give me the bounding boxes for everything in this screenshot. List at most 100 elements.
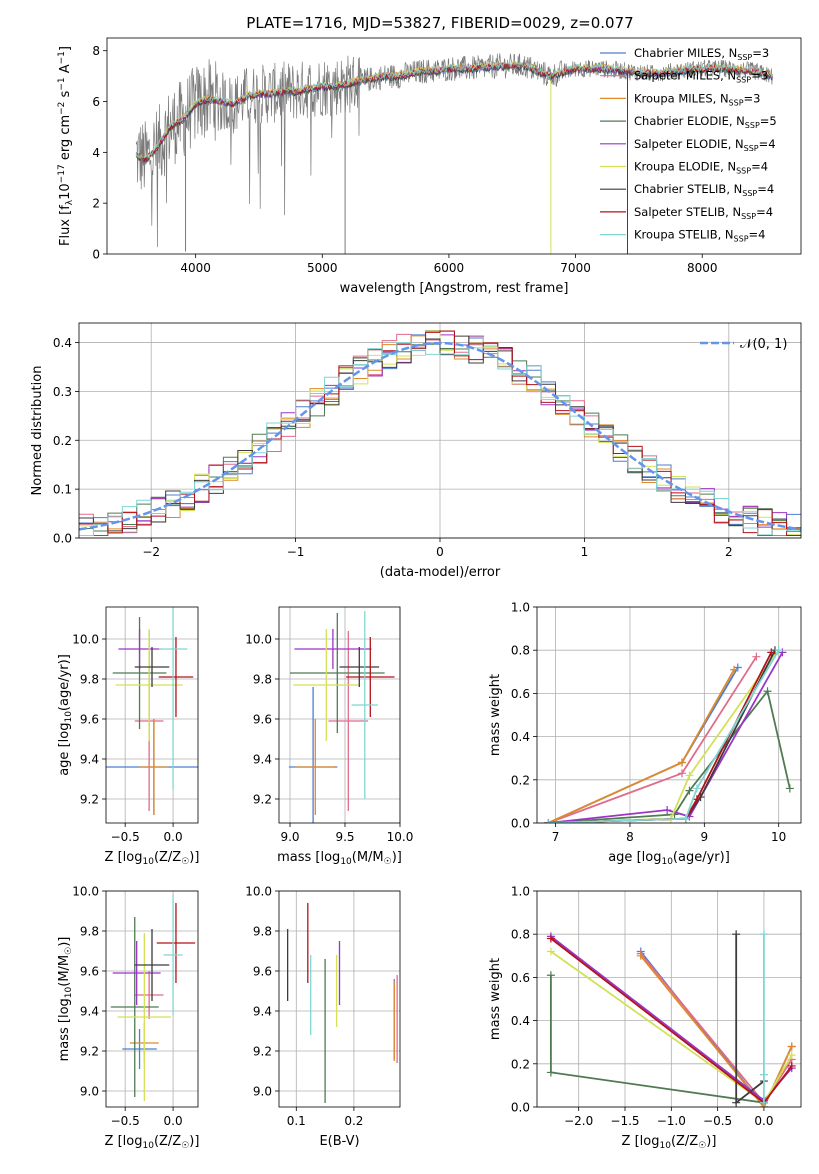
- weight-marker: [785, 784, 794, 793]
- x-axis-label: Z [log10(Z/Z☉)]: [105, 1134, 200, 1151]
- weight-marker: [730, 665, 739, 674]
- x-axis-label: Z [log10(Z/Z☉)]: [622, 1134, 717, 1151]
- y-axis-label: mass weight: [488, 958, 503, 1040]
- figure-title: PLATE=1716, MJD=53827, FIBERID=0029, z=0…: [246, 14, 633, 32]
- y-tick-label: 9.4: [80, 753, 99, 767]
- y-tick-label: 0.3: [53, 385, 72, 399]
- weight-marker: [546, 971, 555, 980]
- x-tick-label: 9.5: [335, 830, 354, 844]
- weight-line: [548, 651, 773, 823]
- weight-marker: [692, 795, 701, 804]
- y-tick-label: 9.2: [253, 793, 272, 807]
- y-tick-label: 0.2: [53, 434, 72, 448]
- x-tick-label: 1: [581, 545, 589, 559]
- panel-mass_vs_age: 9.0 9.5 10.0 9.2 9.4 9.6 9.8 10.0 mass [log10(M/…: [245, 606, 413, 867]
- weight-marker: [767, 648, 776, 657]
- panel-weight_vs_age: 7 8 9 10 0.0 0.2 0.4 0.6 0.8 1.0 age [log10(age/yr…: [488, 601, 802, 867]
- x-tick-label: 0.2: [344, 1114, 363, 1128]
- y-tick-label: 0: [92, 248, 100, 262]
- errorbar-point: [134, 971, 164, 1019]
- y-tick-label: 9.6: [253, 965, 272, 979]
- y-axis-label: Flux [fλ10−17 erg cm−2 s−1 A−1]: [57, 46, 75, 246]
- y-tick-label: 9.4: [80, 1005, 99, 1019]
- weight-marker: [546, 934, 555, 943]
- legend-entry: Chabrier ELODIE, NSSP=5: [634, 114, 777, 130]
- errorbar-point: [351, 611, 378, 799]
- y-tick-label: 9.8: [80, 925, 99, 939]
- errorbar-point: [134, 929, 170, 1001]
- weight-line: [548, 689, 791, 823]
- x-tick-label: 7000: [560, 261, 591, 275]
- y-tick-label: 10.0: [72, 633, 99, 647]
- weight-marker: [787, 1061, 796, 1070]
- weight-marker: [685, 786, 694, 795]
- y-tick-label: 9.6: [253, 713, 272, 727]
- x-tick-label: 0: [436, 545, 444, 559]
- y-tick-label: 9.4: [253, 1005, 272, 1019]
- errorbar-point: [156, 903, 196, 983]
- panel-spectrum: 4000 5000 6000 7000 8000 0 2 4 6 8 Chabrier MILES,…: [57, 37, 802, 296]
- y-tick-label: 0.6: [511, 687, 530, 701]
- y-tick-label: 0.6: [511, 971, 530, 985]
- axes-frame: [278, 890, 401, 1108]
- x-tick-label: 9.0: [280, 830, 299, 844]
- errorbar-point: [118, 629, 161, 669]
- weight-marker: [759, 930, 768, 939]
- weight-marker: [546, 1068, 555, 1077]
- y-tick-label: 9.6: [80, 965, 99, 979]
- x-tick-label: 0.1: [287, 1114, 306, 1128]
- panel-Z_vs_mass: −0.5 0.0 9.0 9.2 9.4 9.6 9.8 10.0 Z [log10(Z/Z☉)…: [57, 885, 199, 1152]
- y-tick-label: 9.8: [253, 673, 272, 687]
- x-tick-label: 4000: [180, 261, 211, 275]
- x-axis-label: Z [log10(Z/Z☉)]: [105, 850, 200, 867]
- errorbar-point: [339, 647, 380, 687]
- errorbar-point: [117, 933, 172, 1101]
- spectrum-model-line: [135, 61, 773, 160]
- weight-line: [548, 651, 784, 823]
- x-axis-label: mass [log10(M/M☉)]: [277, 850, 402, 867]
- y-axis-label: age [log10(age/yr)]: [57, 654, 74, 776]
- legend-entry: Salpeter MILES, NSSP=3: [634, 69, 768, 85]
- x-tick-label: 7: [552, 830, 560, 844]
- x-axis-label: (data-model)/error: [380, 565, 501, 580]
- y-tick-label: 9.8: [80, 673, 99, 687]
- x-tick-label: 8: [626, 830, 634, 844]
- x-tick-label: 5000: [307, 261, 338, 275]
- errorbar-point: [294, 629, 372, 669]
- weight-marker: [752, 652, 761, 661]
- panel-weight_vs_Z: −2.0 −1.5 −1.0 −0.5 0.0 0.0 0.2 0.4 0.6 0.8 1.0 Z […: [488, 885, 802, 1151]
- legend-entry: 𝒩(0, 1): [740, 337, 787, 352]
- x-axis-label: wavelength [Angstrom, rest frame]: [340, 281, 569, 296]
- y-tick-label: 0.1: [53, 483, 72, 497]
- axes-frame: [536, 606, 802, 824]
- x-tick-label: −0.5: [703, 1114, 732, 1128]
- errorbar-point: [346, 637, 395, 717]
- panel-EBV_vs_mass: 0.1 0.2 9.0 9.2 9.4 9.6 9.8 10.0 E(B-V): [245, 885, 401, 1149]
- weight-line: [550, 975, 765, 1104]
- y-tick-label: 1.0: [511, 601, 530, 615]
- errorbar-point: [290, 613, 385, 733]
- y-tick-label: 0.4: [53, 336, 72, 350]
- legend-entry: Salpeter STELIB, NSSP=4: [634, 205, 773, 221]
- x-tick-label: −1.5: [610, 1114, 639, 1128]
- y-tick-label: 6: [92, 95, 100, 109]
- y-tick-label: 0.0: [53, 532, 72, 546]
- normal-reference-curve: [79, 341, 801, 531]
- y-tick-label: 0.0: [511, 817, 530, 831]
- x-tick-label: 8000: [687, 261, 718, 275]
- weight-marker: [678, 769, 687, 778]
- panel-Z_vs_age: −0.5 0.0 9.2 9.4 9.6 9.8 10.0 Z [log10(Z/Z☉)] ag…: [57, 606, 200, 867]
- y-tick-label: 10.0: [72, 885, 99, 899]
- y-axis-label: mass [log10(M/M☉)]: [57, 937, 74, 1062]
- y-tick-label: 0.8: [511, 644, 530, 658]
- x-tick-label: −0.5: [111, 1114, 140, 1128]
- weight-line: [548, 649, 780, 823]
- errorbar-point: [163, 895, 183, 1015]
- weight-marker: [778, 648, 787, 657]
- weight-line: [640, 955, 793, 1107]
- weight-marker: [636, 951, 645, 960]
- x-tick-label: −0.5: [111, 830, 140, 844]
- legend-entry: Kroupa STELIB, NSSP=4: [634, 228, 765, 244]
- y-axis-label: mass weight: [488, 674, 503, 756]
